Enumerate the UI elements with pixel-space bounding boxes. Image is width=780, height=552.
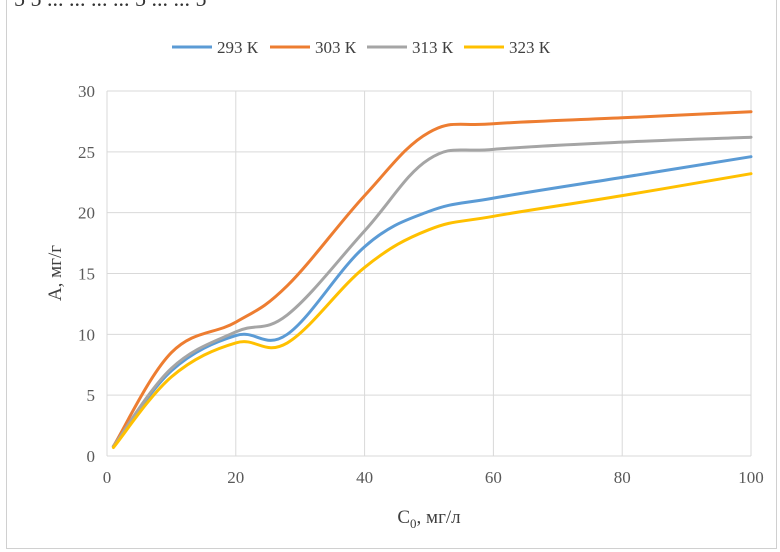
legend-label: 323 К <box>509 38 551 57</box>
y-tick-label: 0 <box>87 447 96 466</box>
legend-item: 313 К <box>367 38 454 57</box>
legend-item: 293 К <box>172 38 259 57</box>
y-tick-label: 25 <box>78 143 95 162</box>
x-tick-label: 80 <box>614 468 631 487</box>
legend: 293 К 303 К 313 К 323 К <box>172 38 551 57</box>
top-caption-fragment: 5 5 ... ... ... ... 5 ... ... 5 <box>0 0 780 8</box>
y-tick-label: 20 <box>78 204 95 223</box>
legend-label: 313 К <box>412 38 454 57</box>
series-line-1 <box>111 155 753 448</box>
grid-lines <box>106 90 752 457</box>
legend-label: 303 К <box>315 38 357 57</box>
series-line-2 <box>111 110 753 448</box>
series-line-3 <box>111 135 753 448</box>
x-tick-label: 100 <box>738 468 764 487</box>
legend-item: 323 К <box>464 38 551 57</box>
x-tick-label: 40 <box>356 468 373 487</box>
legend-item: 303 К <box>270 38 357 57</box>
x-tick-labels: 0 20 40 60 80 100 <box>103 468 764 487</box>
x-axis-title-suffix: , мг/л <box>417 507 462 528</box>
y-tick-label: 15 <box>78 265 95 284</box>
x-axis-title: C0, мг/л <box>397 507 461 531</box>
y-tick-label: 10 <box>78 325 95 344</box>
y-tick-labels: 0 5 10 15 20 25 30 <box>78 82 95 466</box>
series-line-4 <box>111 172 753 449</box>
x-tick-label: 60 <box>485 468 502 487</box>
series-lines <box>111 110 753 449</box>
top-caption: 5 5 ... ... ... ... 5 ... ... 5 <box>14 0 207 8</box>
legend-label: 293 К <box>217 38 259 57</box>
y-tick-label: 5 <box>87 386 96 405</box>
y-tick-label: 30 <box>78 82 95 101</box>
x-axis-title-main: C <box>397 507 410 528</box>
chart-frame <box>6 0 777 549</box>
x-axis-title-subscript: 0 <box>410 516 417 531</box>
x-tick-label: 0 <box>103 468 112 487</box>
y-axis-title: A, мг/г <box>45 245 66 301</box>
x-tick-label: 20 <box>227 468 244 487</box>
